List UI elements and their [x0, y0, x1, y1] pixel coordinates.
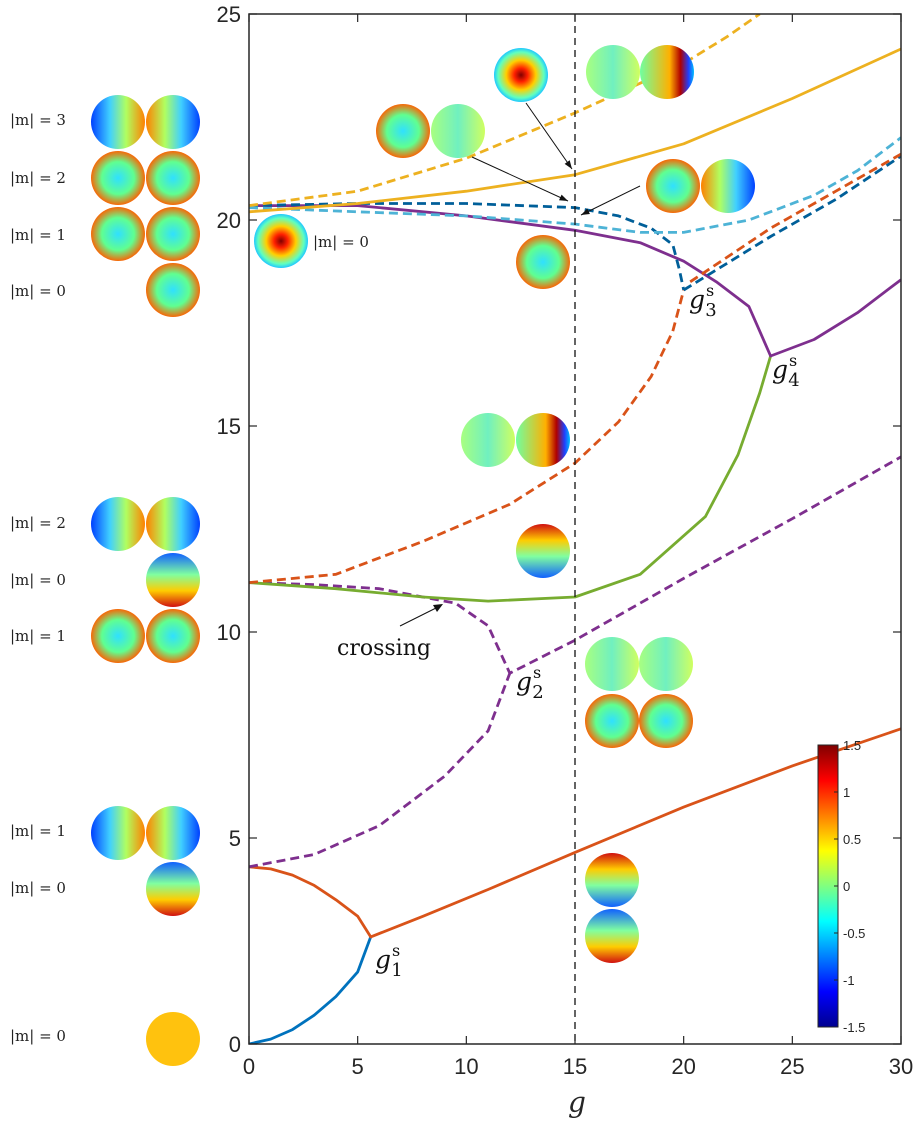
series-line-3	[249, 455, 901, 675]
series-line-4	[249, 355, 772, 603]
colorbar-tick-label: 1	[843, 785, 850, 800]
g2s-label: gs 2	[516, 663, 544, 703]
y-tick-label: 5	[229, 826, 241, 851]
y-tick-label: 15	[217, 414, 241, 439]
uniform-mode-icon	[146, 1012, 200, 1066]
mode-shape-icon	[516, 524, 570, 578]
colorbar-tick-label: 0	[843, 879, 850, 894]
series-line-9	[689, 152, 901, 283]
colorbar-tick-label: -0.5	[843, 926, 865, 941]
series-line-7	[249, 202, 686, 291]
mode-shape-icon	[146, 95, 200, 149]
mode-shape-icon	[146, 497, 200, 551]
series-line-2	[249, 672, 512, 869]
g4s-label: gs 4	[772, 351, 800, 391]
m-label: |m| = 0	[10, 1027, 66, 1045]
mode-shape-icon	[639, 694, 693, 748]
mode-shape-icon	[516, 235, 570, 289]
colorbar-tick-label: 0.5	[843, 832, 861, 847]
mode-shape-icon	[494, 48, 548, 102]
colorbar-tick-label: -1	[843, 973, 855, 988]
g1s-label: gs 1	[375, 941, 403, 981]
m-label: |m| = 1	[10, 822, 66, 840]
m-label: |m| = 0	[10, 879, 66, 897]
y-tick-label: 25	[217, 2, 241, 27]
series-line-0	[249, 936, 373, 1044]
m-label: |m| = 0	[10, 282, 66, 300]
mode-shape-icon	[640, 45, 694, 99]
pointer-arrow-c	[580, 185, 641, 216]
x-tick-label: 15	[563, 1054, 587, 1079]
x-tick-label: 20	[671, 1054, 695, 1079]
series-line-10	[249, 136, 901, 234]
x-tick-label: 10	[454, 1054, 478, 1079]
plot-frame	[248, 13, 902, 1045]
mode-shape-icon	[91, 806, 145, 860]
mode-shape-icon	[585, 694, 639, 748]
mode-shape-icon	[431, 104, 485, 158]
x-tick-label: 25	[780, 1054, 804, 1079]
m-label: |m| = 1	[10, 627, 66, 645]
y-tick-label: 10	[217, 620, 241, 645]
y-tick-label: 0	[229, 1032, 241, 1057]
mode-shape-icon	[516, 413, 570, 467]
pointer-arrow-b	[471, 156, 569, 202]
mode-shape-icon	[701, 159, 755, 213]
mode-shape-icon	[586, 45, 640, 99]
series-line-1	[249, 727, 901, 939]
mode-shape-icon	[91, 609, 145, 663]
x-tick-label: 5	[352, 1054, 364, 1079]
mode-shape-icon	[91, 151, 145, 205]
x-axis-title: g	[568, 1086, 586, 1119]
mode-shape-icon	[646, 159, 700, 213]
pointer-arrow-a-head	[564, 160, 572, 169]
y-tick-label: 20	[217, 208, 241, 233]
pointer-arrow-a	[525, 102, 573, 170]
mode-shape-icon	[585, 853, 639, 907]
x-tick-label: 0	[243, 1054, 255, 1079]
mode-shape-icon	[146, 553, 200, 607]
mode-shape-icon	[91, 207, 145, 261]
crossing-arrowhead	[433, 604, 443, 612]
colorbar-tick-label: -1.5	[843, 1020, 865, 1035]
mode-shape-icon	[639, 637, 693, 691]
mode-shape-icon	[461, 413, 515, 467]
crossing-arrow	[399, 605, 441, 627]
m-label: |m| = 3	[10, 111, 66, 129]
mode-shape-icon	[146, 151, 200, 205]
mode-shape-icon	[376, 104, 430, 158]
pointer-arrow-b-head	[559, 194, 568, 201]
mode-shape-icon	[146, 609, 200, 663]
mode-shape-icon	[585, 909, 639, 963]
mode-shape-icon	[91, 95, 145, 149]
mode-shape-icon	[146, 207, 200, 261]
mode-shape-icon	[91, 497, 145, 551]
m-label: |m| = 1	[10, 226, 66, 244]
m-label: |m| = 0	[10, 571, 66, 589]
pointer-arrow-c-head	[581, 208, 590, 215]
crossing-label: crossing	[337, 636, 431, 661]
x-tick-label: 30	[889, 1054, 913, 1079]
m-label: |m| = 2	[10, 514, 66, 532]
mode-shape-icon	[254, 214, 308, 268]
series-line-8	[682, 154, 901, 292]
m-label-inset: |m| = 0	[313, 233, 369, 251]
mode-shape-icon	[146, 806, 200, 860]
mode-shape-icon	[146, 263, 200, 317]
colorbar-tick-label: 1.5	[843, 738, 861, 753]
g3s-label: gs 3	[689, 281, 717, 321]
mode-shape-icon	[146, 862, 200, 916]
mode-shape-icon	[585, 637, 639, 691]
m-label: |m| = 2	[10, 169, 66, 187]
